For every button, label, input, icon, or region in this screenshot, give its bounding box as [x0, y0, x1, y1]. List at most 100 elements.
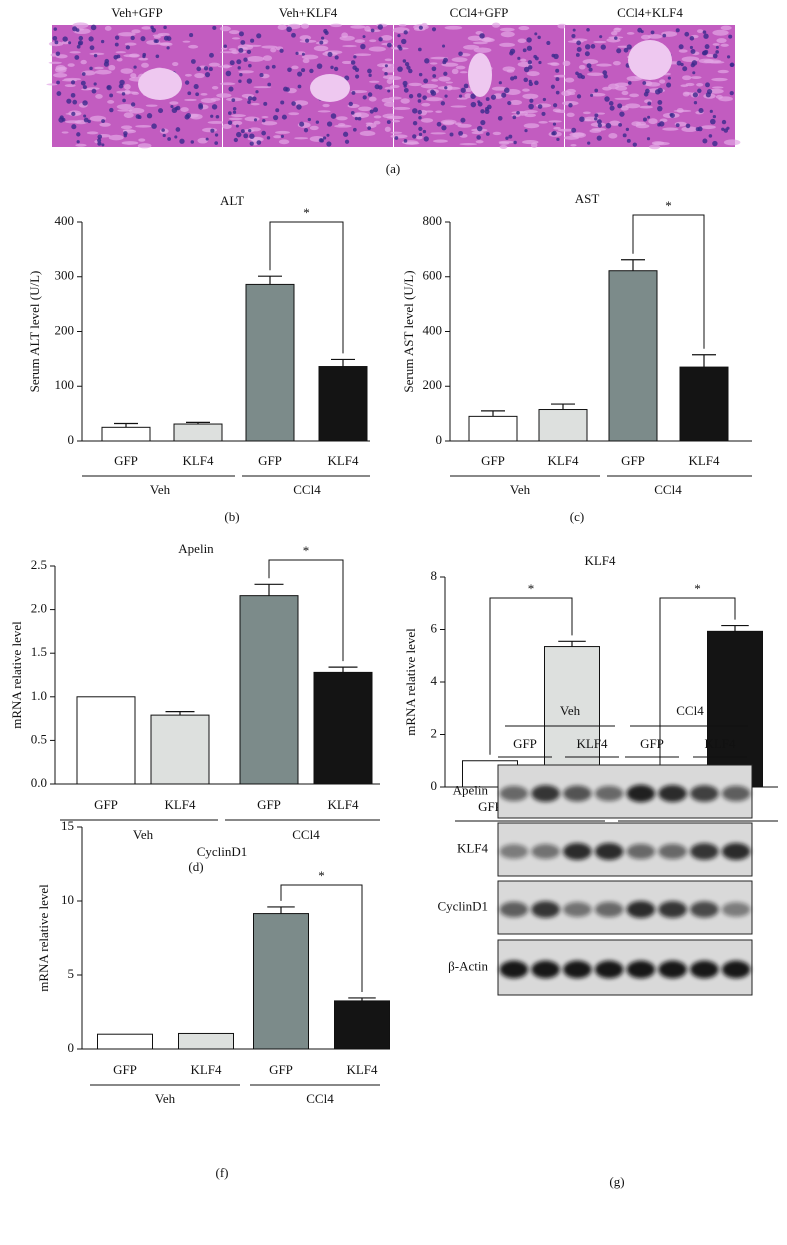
- cell-gap: [124, 42, 137, 46]
- cell-gap: [450, 105, 467, 108]
- cell-gap: [538, 121, 548, 124]
- y-tick-label: 200: [55, 322, 75, 337]
- cell-gap: [141, 26, 152, 30]
- nucleus: [553, 53, 559, 60]
- nucleus: [579, 116, 585, 122]
- nucleus: [408, 68, 413, 74]
- cell-gap: [430, 132, 446, 135]
- nucleus: [517, 56, 521, 60]
- nucleus: [709, 109, 713, 113]
- nucleus: [205, 137, 209, 141]
- cell-gap: [582, 111, 591, 115]
- cell-gap: [211, 85, 219, 90]
- nucleus: [534, 32, 538, 36]
- cell-gap: [153, 35, 161, 39]
- cell-gap: [602, 86, 612, 91]
- cell-gap: [80, 59, 87, 65]
- nucleus: [167, 137, 172, 141]
- cell-gap: [246, 56, 265, 62]
- nucleus: [721, 119, 727, 125]
- significance-bracket: [489, 597, 573, 755]
- cell-gap: [200, 93, 208, 96]
- cell-gap: [309, 125, 319, 131]
- cell-gap: [94, 69, 112, 75]
- cell-gap: [189, 113, 203, 120]
- nucleus: [55, 51, 61, 56]
- nucleus: [657, 122, 661, 127]
- cell-gap: [509, 99, 523, 106]
- cell-gap: [302, 58, 310, 64]
- cell-gap: [261, 116, 269, 119]
- cell-gap: [463, 44, 480, 50]
- nucleus: [510, 76, 515, 81]
- nucleus: [291, 101, 296, 106]
- nucleus: [344, 139, 350, 144]
- nucleus: [412, 120, 418, 126]
- nucleus: [193, 84, 199, 90]
- nucleus: [597, 123, 602, 128]
- cell-gap: [62, 79, 78, 82]
- blot-band: [563, 785, 592, 802]
- cell-gap: [557, 23, 567, 29]
- nucleus: [68, 41, 72, 45]
- y-tick-label: 0: [431, 778, 438, 793]
- nucleus: [362, 35, 366, 39]
- cell-gap: [390, 131, 403, 134]
- blot-band: [626, 784, 656, 803]
- cell-gap: [369, 80, 380, 83]
- nucleus: [430, 90, 437, 96]
- nucleus: [163, 25, 167, 30]
- blot-band: [499, 844, 529, 859]
- cell-gap: [368, 96, 377, 102]
- nucleus: [351, 90, 356, 95]
- nucleus: [246, 78, 253, 84]
- bar: [97, 1033, 153, 1050]
- nucleus: [97, 138, 102, 143]
- cell-gap: [67, 63, 75, 67]
- nucleus: [204, 72, 211, 78]
- nucleus: [253, 118, 258, 122]
- y-tick-label: 100: [55, 377, 75, 392]
- nucleus: [369, 109, 374, 114]
- cell-gap: [342, 45, 357, 48]
- y-tick-label: 0: [68, 1040, 75, 1055]
- y-tick-label: 4: [431, 673, 438, 688]
- cell-gap: [301, 54, 319, 60]
- cell-gap: [184, 98, 197, 102]
- nucleus: [97, 134, 103, 140]
- cell-gap: [86, 87, 100, 91]
- nucleus: [697, 88, 702, 94]
- nucleus: [568, 103, 573, 108]
- nucleus: [367, 92, 373, 97]
- nucleus: [680, 62, 684, 67]
- cell-gap: [621, 90, 629, 96]
- nucleus: [70, 93, 76, 98]
- nucleus: [596, 119, 602, 125]
- cell-gap: [53, 73, 68, 78]
- cell-gap: [563, 135, 580, 140]
- nucleus: [104, 58, 110, 64]
- cell-gap: [231, 37, 241, 40]
- cell-gap: [457, 123, 472, 128]
- nucleus: [463, 83, 469, 89]
- nucleus: [571, 127, 577, 133]
- nucleus: [654, 89, 661, 95]
- nucleus: [81, 72, 86, 76]
- nucleus: [682, 66, 688, 72]
- nucleus: [161, 128, 165, 132]
- y-tick-label: 2.5: [31, 557, 47, 572]
- cell-gap: [262, 55, 273, 61]
- blot-band: [563, 842, 592, 861]
- row-label: Apelin: [453, 782, 489, 797]
- nucleus: [484, 109, 490, 115]
- nucleus: [418, 115, 422, 120]
- blot-band: [658, 960, 687, 979]
- nucleus: [715, 45, 719, 49]
- cell-gap: [523, 110, 538, 114]
- y-tick-label: 800: [423, 213, 443, 228]
- nucleus: [556, 137, 560, 142]
- cell-gap: [232, 120, 243, 126]
- nucleus: [215, 114, 220, 119]
- cell-gap: [288, 112, 300, 116]
- cell-gap: [130, 73, 137, 79]
